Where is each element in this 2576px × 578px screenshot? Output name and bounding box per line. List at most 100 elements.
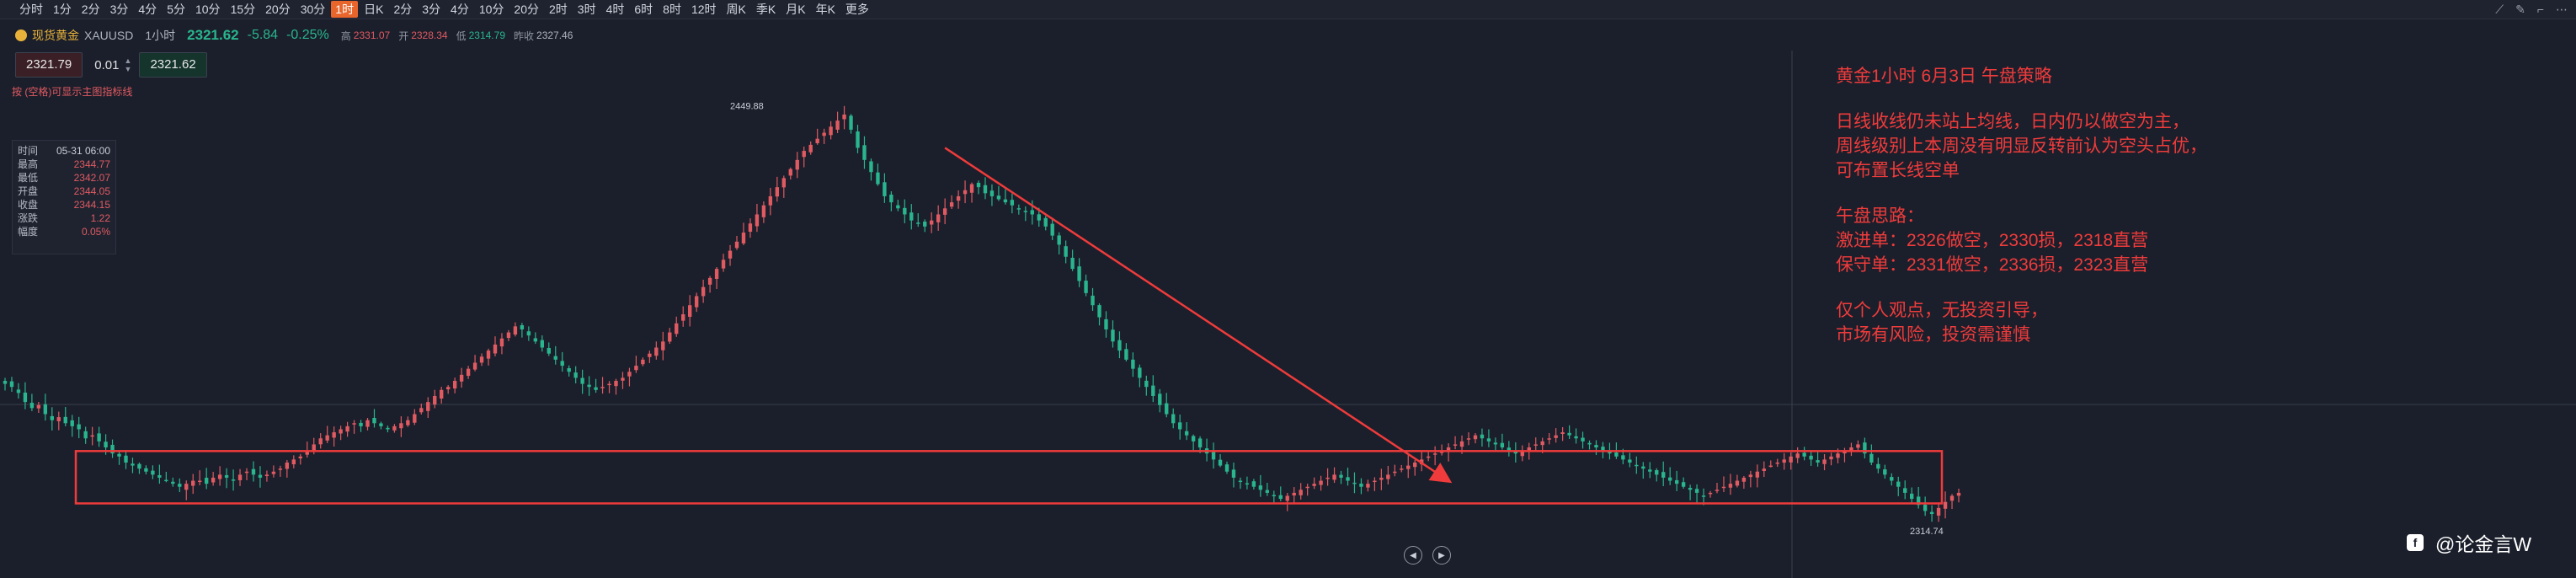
candle-body [1728,484,1733,488]
scroll-right-button[interactable]: ▶ [1432,546,1451,565]
timeframe-24[interactable]: 季K [755,3,776,16]
candle-body [1829,456,1833,460]
candle-body [1923,505,1928,511]
candle-body [264,474,269,477]
candle-body [1158,393,1162,405]
candle-body [1809,455,1813,460]
timeframe-3[interactable]: 3分 [109,3,129,16]
candle-body [1386,474,1390,479]
candle-body [1319,480,1323,485]
candle-body [1251,481,1256,487]
candle-body [1533,444,1538,446]
timeframe-10[interactable]: 1时 [331,1,359,18]
candle-body [930,220,934,225]
candle-body [1554,435,1558,438]
draw-line-icon[interactable]: ⟋ [2495,2,2504,16]
candle-body [1171,414,1176,424]
timeframe-13[interactable]: 3分 [422,3,441,16]
quantity-input[interactable]: 0.01 [94,57,120,72]
info-key: 最高 [18,158,39,170]
gold-icon [15,29,27,41]
timeframe-22[interactable]: 12时 [691,3,717,16]
candle-body [137,463,141,469]
timeframe-2[interactable]: 2分 [81,3,100,16]
candle-body [1084,281,1088,293]
candle-body [1708,492,1713,495]
info-row: 收盘 2344.15 [18,198,110,211]
candle-body [198,480,202,483]
ruler-icon[interactable]: ⌐ [2536,3,2544,16]
timeframe-21[interactable]: 8时 [663,3,681,16]
brush-icon[interactable]: ✎ [2515,2,2525,16]
candle-body [318,438,323,445]
timeframe-6[interactable]: 10分 [195,3,221,16]
low-price-label: 2314.74 [1910,527,1944,537]
candle-body [701,286,706,297]
candle-body [1406,465,1411,469]
candle-body [641,359,645,365]
timeframe-5[interactable]: 5分 [167,3,185,16]
candle-body [1278,495,1283,500]
candle-body [627,372,632,377]
candle-body [822,132,826,136]
candle-body [661,341,665,351]
candle-body [23,392,28,403]
timeframe-20[interactable]: 6时 [634,3,653,16]
scroll-left-button[interactable]: ◀ [1404,546,1422,565]
candle-body [607,383,611,386]
candle-body [1023,211,1028,212]
candle-body [479,356,484,363]
timeframe-8[interactable]: 20分 [265,3,291,16]
candle-body [896,205,900,209]
candle-body [741,233,746,244]
symbol-code[interactable]: XAUUSD [84,29,134,42]
trade-panel: 2321.79 0.01 ▲ ▼ 2321.62 [0,52,207,78]
candle-body [862,145,867,160]
candle-body [1258,485,1263,490]
quantity-stepper[interactable]: ▲ ▼ [124,56,132,73]
candle-body [36,404,41,409]
candle-body [1641,466,1645,469]
candle-body [1903,488,1907,493]
candle-body [1741,477,1747,482]
candle-body [1312,484,1316,486]
candle-body [734,241,739,249]
candle-body [224,474,229,478]
symbol-name[interactable]: 现货黄金 [32,29,79,42]
candle-body [1245,483,1250,485]
timeframe-1[interactable]: 1分 [53,3,72,16]
timeframe-7[interactable]: 15分 [230,3,256,16]
candle-body [305,450,309,455]
timeframe-9[interactable]: 30分 [300,3,326,16]
timeframe-18[interactable]: 3时 [577,3,596,16]
candle-body [1305,486,1309,489]
candle-body [211,477,216,483]
timeframe-25[interactable]: 月K [786,3,806,16]
timeframe-4[interactable]: 4分 [138,3,157,16]
interval-select[interactable]: 1小时 [145,29,176,42]
timeframe-15[interactable]: 10分 [478,3,504,16]
buy-price-button[interactable]: 2321.62 [139,52,207,78]
timeframe-11[interactable]: 日K [364,3,384,16]
candle-body [1111,329,1115,342]
timeframe-0[interactable]: 分时 [19,3,43,16]
timeframe-16[interactable]: 20分 [514,3,539,16]
timeframe-26[interactable]: 年K [815,3,835,16]
timeframe-14[interactable]: 4分 [451,3,469,16]
timeframe-12[interactable]: 2分 [393,3,413,16]
more-icon[interactable]: ⋯ [2556,2,2568,16]
sell-price-button[interactable]: 2321.79 [15,52,83,78]
candle-info-box: 时间 05-31 06:00 最高 2344.77 最低 2342.07 开盘 2344.05… [12,140,116,254]
candle-body [1473,435,1478,440]
candle-body [278,468,283,470]
candle-body [1701,495,1706,497]
candle-body [1910,493,1914,500]
timeframe-17[interactable]: 2时 [548,3,568,16]
timeframe-27[interactable]: 更多 [845,3,869,16]
timeframe-19[interactable]: 4时 [605,3,625,16]
candle-body [1748,474,1753,478]
timeframe-23[interactable]: 周K [726,3,746,16]
info-key: 时间 [18,145,39,157]
candle-body [1795,453,1800,458]
